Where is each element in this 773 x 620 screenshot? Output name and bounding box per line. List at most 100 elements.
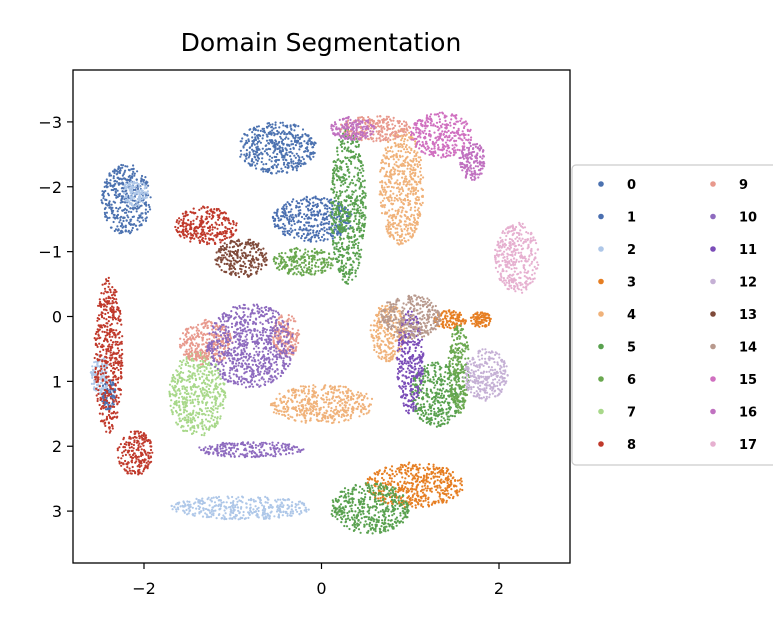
data-point (403, 164, 406, 167)
data-point (292, 160, 295, 163)
data-point (136, 228, 139, 231)
data-point (215, 517, 218, 520)
data-point (129, 223, 132, 226)
data-point (436, 486, 439, 489)
data-point (297, 154, 300, 157)
data-point (295, 233, 299, 236)
data-point (106, 217, 109, 220)
data-point (266, 135, 269, 138)
data-point (377, 519, 380, 522)
data-point (280, 501, 283, 504)
data-point (380, 487, 383, 490)
data-point (218, 503, 222, 506)
data-point (327, 232, 330, 235)
data-point (285, 171, 288, 174)
data-point (416, 183, 419, 186)
data-point (392, 138, 395, 141)
data-point (140, 174, 144, 178)
data-point (374, 508, 377, 512)
data-point (247, 138, 250, 141)
data-point (349, 417, 352, 420)
data-point (351, 393, 354, 396)
data-point (353, 157, 356, 160)
data-point (342, 398, 346, 401)
data-point (364, 520, 367, 523)
data-point (321, 218, 324, 221)
data-point (411, 484, 414, 487)
data-point (386, 337, 389, 341)
data-point (357, 264, 360, 267)
data-point (303, 217, 306, 220)
data-point (141, 212, 144, 215)
data-point (387, 198, 390, 201)
data-point (140, 216, 143, 219)
data-point (329, 415, 332, 418)
data-point (331, 177, 334, 180)
data-point (333, 204, 336, 207)
data-point (369, 518, 372, 521)
data-point (129, 218, 132, 221)
data-point (393, 475, 396, 478)
data-point (348, 268, 351, 271)
data-point (323, 415, 326, 418)
data-point (343, 142, 346, 145)
data-point (430, 487, 433, 490)
data-point (278, 516, 281, 519)
data-point (305, 395, 308, 398)
data-point (356, 174, 360, 177)
data-point (329, 402, 332, 405)
data-point (304, 162, 307, 165)
data-point (286, 124, 289, 127)
data-point (286, 163, 289, 166)
data-point (130, 204, 133, 207)
data-point (366, 531, 369, 534)
data-point (304, 421, 307, 424)
data-point (343, 147, 346, 150)
data-point (439, 497, 442, 500)
data-point (343, 404, 346, 407)
data-point (337, 255, 340, 259)
data-point (346, 514, 350, 517)
data-point (346, 165, 349, 168)
data-point (389, 232, 392, 235)
data-point (342, 392, 345, 395)
data-point (404, 151, 407, 154)
data-point (268, 155, 272, 158)
data-point (386, 230, 389, 233)
data-point (242, 510, 245, 514)
data-point (481, 324, 484, 328)
data-point (354, 488, 358, 491)
data-point (96, 365, 100, 368)
data-point (352, 230, 355, 233)
data-point (120, 215, 123, 218)
data-point (398, 188, 401, 191)
data-point (270, 402, 273, 405)
data-point (389, 223, 392, 226)
data-point (340, 413, 344, 416)
data-point (301, 128, 305, 131)
data-point (289, 155, 292, 158)
data-point (374, 482, 377, 485)
data-point (323, 204, 326, 207)
data-point (357, 249, 361, 252)
data-point (134, 204, 138, 207)
data-point (294, 165, 297, 168)
data-point (335, 396, 338, 399)
data-point (406, 496, 409, 499)
data-point (298, 202, 301, 205)
data-point (406, 161, 409, 164)
data-point (134, 192, 137, 195)
data-point (452, 476, 455, 479)
data-point (300, 511, 303, 514)
data-point (354, 189, 357, 192)
data-point (413, 218, 416, 222)
data-point (349, 149, 352, 152)
data-point (268, 514, 271, 517)
data-point (357, 154, 361, 157)
data-point (348, 270, 351, 274)
data-point (472, 315, 475, 318)
data-point (245, 139, 248, 142)
data-point (391, 486, 394, 489)
data-point (188, 500, 191, 503)
data-point (416, 490, 419, 493)
